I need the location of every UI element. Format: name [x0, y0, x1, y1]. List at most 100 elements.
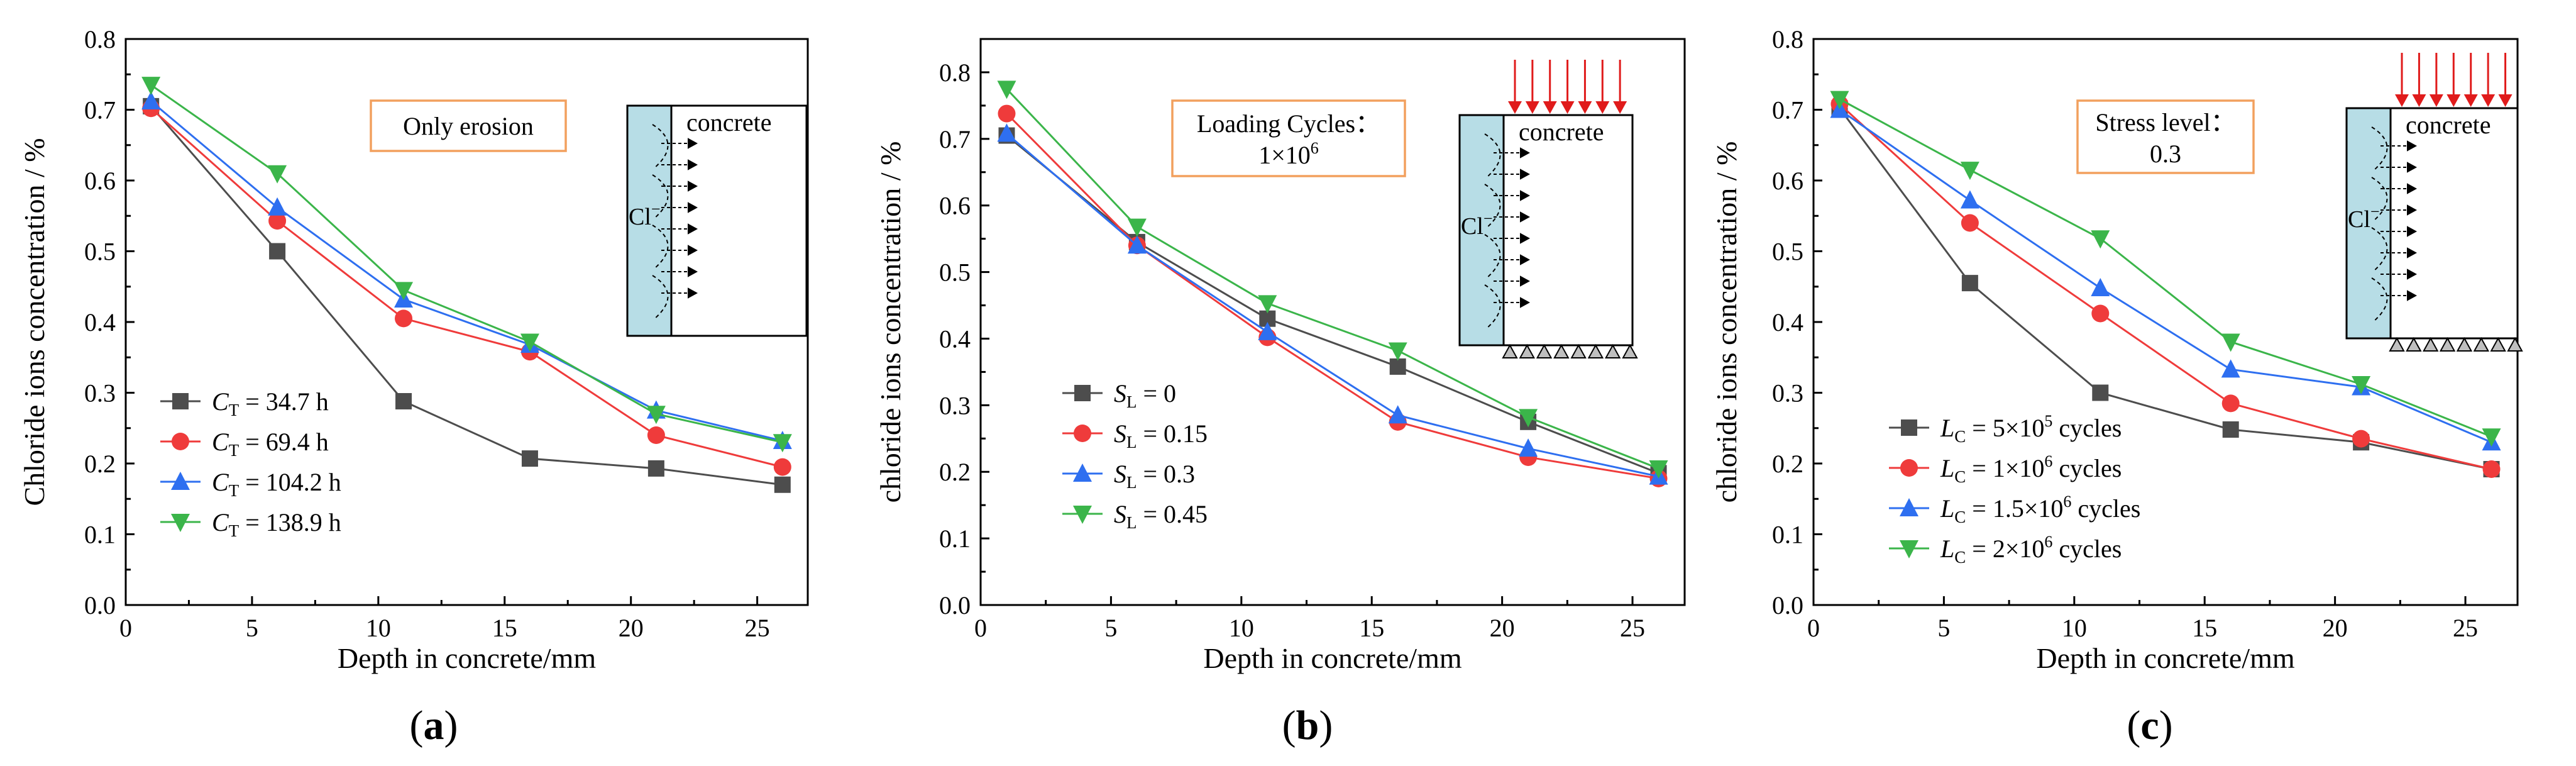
x-axis-title: Depth in concrete/mm	[338, 642, 597, 674]
series-line-3	[1006, 88, 1660, 470]
y-axis-title: chloride ions concentration / %	[874, 142, 906, 503]
panel-label: (b)	[1282, 702, 1333, 748]
legend-marker-3	[1900, 540, 1918, 558]
y-tick-label: 0.8	[939, 58, 971, 87]
data-point-2-0	[141, 91, 161, 109]
legend-entry-3: LC = 2×106 cycles	[1940, 533, 2122, 567]
y-tick-label: 0.6	[84, 167, 116, 195]
annotation-box	[370, 99, 567, 152]
support-triangle	[2406, 336, 2422, 352]
data-point-3-2	[1258, 295, 1277, 314]
data-point-0-1	[1961, 275, 1978, 292]
inset-concrete-label: concrete	[2406, 111, 2491, 139]
x-tick-label: 15	[2192, 614, 2217, 642]
support-triangle	[1587, 343, 1604, 358]
support-triangle	[1553, 343, 1570, 358]
data-point-1-4	[647, 426, 665, 444]
chart-panel-a: 0 5 10 15 20 25 0.0 0.1 0.2 0.3 0.4 0.5 0.6 0.7 0.8 Dep…	[18, 25, 809, 748]
load-arrow-head	[2429, 94, 2443, 107]
x-tick-label: 0	[974, 614, 987, 642]
inset-chloride-label: Cl−	[1461, 209, 1493, 240]
load-arrow-head	[1525, 101, 1539, 114]
legend-entry-2: CT = 104.2 h	[212, 468, 341, 500]
y-tick-label: 0.1	[1772, 521, 1803, 549]
data-point-1-0	[998, 104, 1016, 123]
data-point-3-0	[1830, 91, 1849, 109]
y-tick-label: 0.3	[939, 391, 971, 419]
legend-entry-3: CT = 138.9 h	[212, 508, 341, 540]
legend-marker-0	[172, 393, 189, 409]
y-tick-label: 0.5	[939, 258, 971, 287]
data-point-1-3	[2221, 394, 2240, 413]
x-tick-label: 25	[2453, 614, 2478, 642]
legend-entry-3: SL = 0.45	[1114, 500, 1208, 532]
support-triangle	[2423, 336, 2439, 352]
legend-entry-2: LC = 1.5×106 cycles	[1940, 492, 2140, 526]
x-tick-label: 5	[1937, 614, 1950, 642]
y-axis-title: chloride ions concentration / %	[1710, 142, 1742, 503]
legend-marker-3	[171, 514, 190, 532]
legend-marker-3	[1073, 506, 1092, 524]
y-tick-label: 0.0	[939, 591, 971, 619]
x-tick-label: 10	[2062, 614, 2087, 642]
inset-arrow-head	[1520, 233, 1530, 244]
x-tick-label: 20	[2323, 614, 2348, 642]
support-triangle	[1605, 343, 1621, 358]
series-line-2	[1839, 109, 2492, 443]
inset-concrete-label: concrete	[1519, 118, 1604, 146]
load-arrow-head	[2412, 94, 2426, 107]
load-arrow-head	[1508, 101, 1522, 114]
x-axis-title: Depth in concrete/mm	[2036, 642, 2295, 674]
data-point-0-2	[395, 393, 412, 409]
inset-arrow-head	[688, 138, 698, 149]
inset-arrow-head	[2407, 183, 2417, 194]
series-line-1	[150, 108, 783, 469]
data-point-3-5	[2482, 428, 2501, 447]
data-point-2-1	[1960, 190, 1979, 209]
panel-label: (c)	[2127, 702, 2172, 748]
chart-panel-b: 0 5 10 15 20 25 0.0 0.1 0.2 0.3 0.4 0.5 0.6 0.7 0.8 Dep…	[874, 38, 1686, 748]
legend-marker-1	[1900, 459, 1918, 477]
x-tick-label: 15	[492, 614, 517, 642]
inset-arrow-head	[688, 180, 698, 192]
inset-arrow-head	[1520, 275, 1530, 287]
load-arrow-head	[2447, 94, 2461, 107]
legend-marker-1	[172, 433, 189, 450]
series-line-2	[1006, 133, 1659, 478]
inset-arrow-head	[2407, 269, 2417, 280]
support-triangle	[1622, 343, 1638, 358]
series-line-3	[150, 84, 783, 443]
annotation-text: Loading Cycles：	[1197, 109, 1380, 138]
support-triangle	[2389, 336, 2405, 352]
data-point-3-3	[1388, 342, 1407, 361]
inset-arrow-head	[688, 266, 698, 277]
data-point-2-3	[1388, 405, 1407, 424]
data-point-1-5	[773, 458, 791, 476]
load-arrow-head	[1543, 101, 1557, 114]
data-point-0-3	[1389, 358, 1406, 375]
inset-chloride-label: Cl−	[629, 200, 661, 230]
inset-arrow-head	[1520, 254, 1530, 265]
x-tick-label: 5	[1104, 614, 1117, 642]
inset-arrow-head	[2407, 290, 2417, 301]
load-arrow-head	[2395, 94, 2409, 107]
y-tick-label: 0.0	[1772, 591, 1803, 619]
load-arrow-head	[1613, 101, 1627, 114]
y-tick-label: 0.1	[84, 521, 116, 549]
y-tick-label: 0.3	[84, 379, 116, 408]
inset-arrow-head	[2407, 226, 2417, 237]
support-triangle	[2473, 336, 2489, 352]
y-tick-label: 0.8	[84, 25, 116, 53]
data-point-2-0	[997, 123, 1016, 142]
inset-diagram: concrete Cl−	[2345, 53, 2523, 352]
data-point-3-0	[141, 77, 161, 96]
legend-entry-1: LC = 1×106 cycles	[1940, 452, 2122, 486]
support-triangle	[1570, 343, 1587, 358]
data-point-0-3	[521, 450, 538, 467]
inset-arrow-head	[1520, 297, 1530, 308]
x-tick-label: 15	[1359, 614, 1384, 642]
annotation-text: Stress level：	[2095, 108, 2235, 136]
x-tick-label: 0	[1807, 614, 1820, 642]
data-point-1-5	[2482, 460, 2501, 478]
y-tick-label: 0.7	[939, 125, 971, 153]
